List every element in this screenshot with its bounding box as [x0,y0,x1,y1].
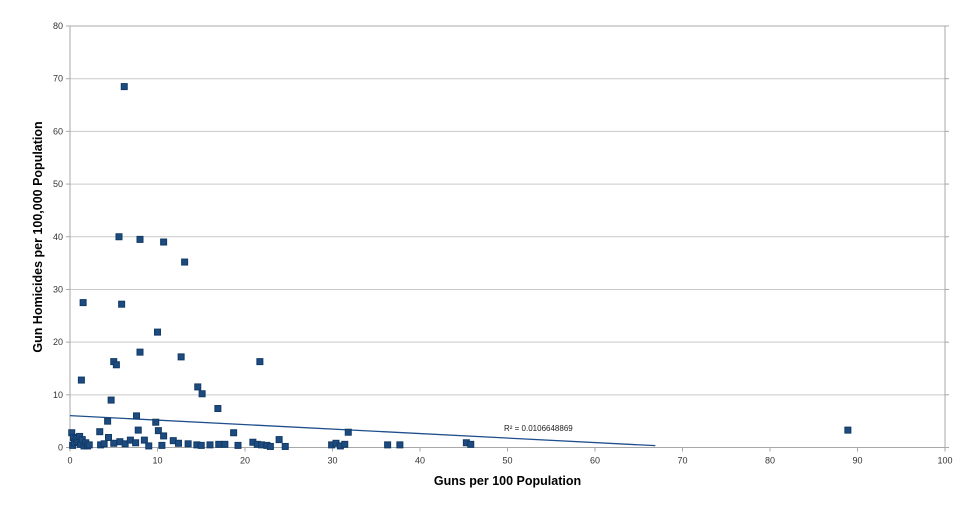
data-point [198,390,206,398]
data-point [184,440,192,448]
x-tick-label: 40 [415,456,425,466]
data-point [281,442,289,450]
data-point [275,436,283,444]
x-tick-label: 0 [67,456,72,466]
data-point [396,441,404,449]
data-point [160,432,168,440]
data-point [215,440,223,448]
y-tick-label: 30 [53,284,63,294]
data-point [160,238,168,246]
data-point [344,428,352,436]
data-point [115,233,123,241]
x-tick-label: 20 [240,456,250,466]
data-point [384,441,392,449]
data-point [154,328,161,336]
data-point [177,353,185,361]
data-point [467,440,475,448]
data-point [844,426,852,434]
x-tick-label: 30 [327,456,337,466]
data-point [132,439,140,447]
data-point [105,433,112,441]
data-point [221,440,229,448]
data-point [266,442,274,450]
y-axis-title: Gun Homicides per 100,000 Population [31,121,45,353]
x-tick-label: 90 [852,456,862,466]
x-tick-label: 70 [677,456,687,466]
data-point [256,358,264,366]
r-squared-label: R² = 0.0106648869 [504,424,573,433]
data-point [96,428,104,436]
y-tick-label: 60 [53,126,63,136]
data-point [234,441,242,449]
data-point [133,412,140,420]
data-point [206,441,214,449]
data-point [154,427,162,435]
data-point [194,383,202,391]
x-tick-label: 50 [502,456,512,466]
y-tick-label: 0 [58,443,63,453]
data-point [100,440,108,448]
x-tick-label: 60 [590,456,600,466]
data-point [230,429,238,437]
y-tick-label: 10 [53,390,63,400]
trend-line [69,414,656,447]
data-point [136,235,144,243]
data-point [152,418,160,426]
data-point [77,376,85,384]
x-tick-label: 100 [937,456,952,466]
data-point [140,436,148,444]
x-axis-title: Guns per 100 Population [433,474,582,488]
data-point [341,440,349,448]
data-point [121,440,129,448]
data-point [118,300,126,308]
data-point [112,361,120,369]
y-tick-label: 80 [53,21,63,31]
y-tick-label: 50 [53,179,63,189]
data-point [197,441,205,449]
data-point [79,299,87,307]
data-point [104,417,112,425]
data-point [134,426,142,434]
x-tick-label: 80 [765,456,775,466]
data-point [136,348,144,356]
data-point [120,83,128,91]
data-point [107,396,115,404]
data-point [110,439,118,447]
y-tick-label: 70 [53,74,63,84]
y-tick-label: 20 [53,337,63,347]
data-point [175,439,182,447]
data-point [145,442,153,450]
data-point [214,405,222,413]
data-point [181,258,189,266]
y-tick-label: 40 [53,232,63,242]
x-tick-label: 10 [152,456,162,466]
data-point [85,441,93,449]
data-point [158,441,166,449]
